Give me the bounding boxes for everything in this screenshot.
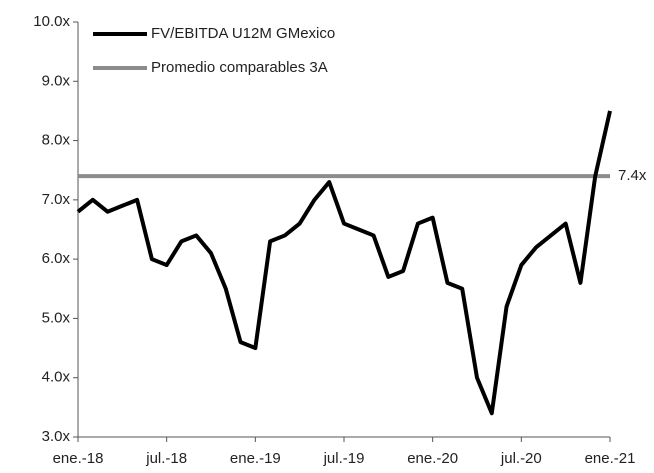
x-tick-label: ene.-21	[585, 450, 636, 467]
y-tick-label: 3.0x	[42, 428, 71, 445]
y-tick-label: 8.0x	[42, 132, 71, 149]
legend-label: FV/EBITDA U12M GMexico	[151, 25, 335, 42]
x-tick-label: jul.-18	[145, 450, 187, 467]
y-tick-label: 6.0x	[42, 250, 71, 267]
x-tick-label: ene.-20	[407, 450, 458, 467]
x-tick-label: ene.-19	[230, 450, 281, 467]
y-tick-label: 9.0x	[42, 72, 71, 89]
legend-label: Promedio comparables 3A	[151, 59, 328, 76]
y-tick-label: 5.0x	[42, 309, 71, 326]
y-tick-label: 10.0x	[33, 13, 70, 30]
reference-label: 7.4x	[618, 167, 647, 184]
x-tick-label: jul.-19	[323, 450, 365, 467]
x-tick-label: ene.-18	[53, 450, 104, 467]
y-tick-label: 4.0x	[42, 369, 71, 386]
x-tick-label: jul.-20	[500, 450, 542, 467]
series-line	[76, 110, 612, 416]
y-tick-label: 7.0x	[42, 191, 71, 208]
